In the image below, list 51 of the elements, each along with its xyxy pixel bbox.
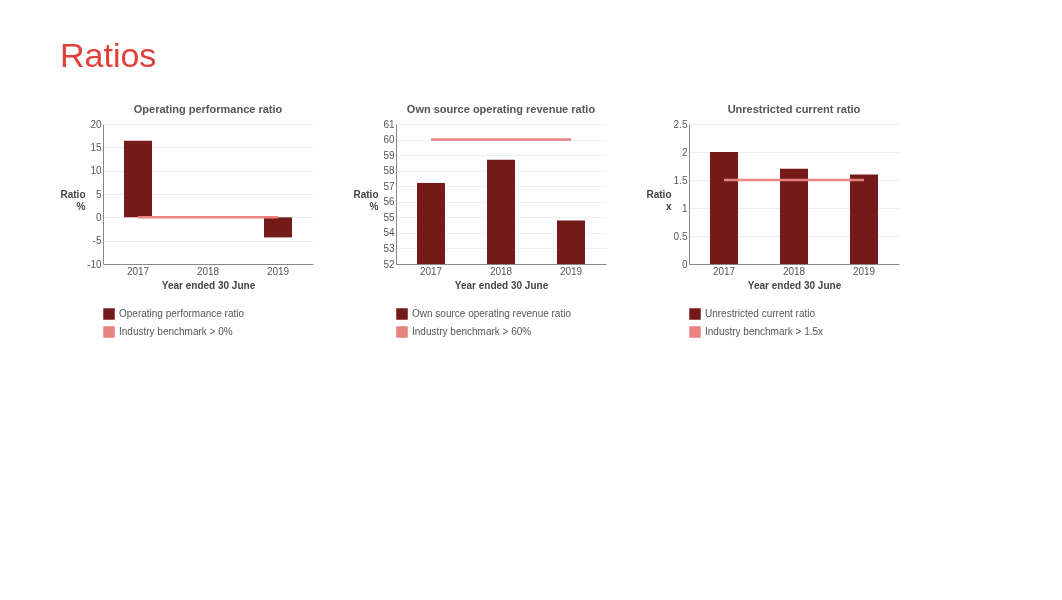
x-axis-title: Year ended 30 June (454, 279, 549, 291)
y-tick-label: -10 (87, 258, 102, 270)
legend-label: Operating performance ratio (119, 308, 245, 319)
y-tick-label: 57 (383, 180, 395, 192)
x-axis-title: Year ended 30 June (747, 279, 842, 291)
x-axis-title: Year ended 30 June (161, 279, 256, 291)
y-tick-label: 54 (383, 227, 395, 239)
x-tick-label: 2018 (782, 265, 806, 277)
chart-title: Unrestricted current ratio (727, 103, 861, 115)
legend-label: Industry benchmark > 1.5x (705, 326, 824, 337)
chart-title: Operating performance ratio (133, 103, 283, 115)
legend-label: Unrestricted current ratio (705, 308, 816, 319)
y-tick-label: 5 (95, 188, 102, 200)
y-tick-label: 55 (383, 211, 395, 223)
y-tick-label: 52 (383, 258, 395, 270)
legend-label: Industry benchmark > 0% (119, 326, 233, 337)
x-tick-label: 2017 (419, 265, 443, 277)
chart-title: Own source operating revenue ratio (406, 103, 596, 115)
y-tick-label: 61 (383, 118, 395, 130)
y-tick-label: 58 (383, 165, 395, 177)
y-axis-title: Ratio % (353, 188, 379, 212)
y-tick-label: 1.5 (673, 174, 688, 186)
y-tick-label: 20 (90, 118, 102, 130)
y-tick-label: -5 (92, 235, 102, 247)
bar (850, 174, 878, 264)
bar (710, 152, 738, 264)
x-tick-label: 2019 (266, 265, 290, 277)
y-tick-label: 0 (95, 211, 102, 223)
x-tick-label: 2019 (852, 265, 876, 277)
y-tick-label: 56 (383, 196, 395, 208)
y-tick-label: 1 (681, 202, 688, 214)
y-tick-label: 10 (90, 165, 102, 177)
bar (780, 168, 808, 264)
y-tick-label: 0.5 (673, 230, 688, 242)
y-tick-label: 2 (681, 146, 688, 158)
x-tick-label: 2019 (559, 265, 583, 277)
x-tick-label: 2018 (196, 265, 220, 277)
x-tick-label: 2017 (712, 265, 736, 277)
y-tick-label: 0 (681, 258, 688, 270)
y-tick-label: 53 (383, 242, 395, 254)
y-tick-label: 2.5 (673, 118, 688, 130)
x-tick-label: 2018 (489, 265, 513, 277)
x-tick-label: 2017 (126, 265, 150, 277)
legend-label: Industry benchmark > 60% (412, 326, 532, 337)
text: Ratios (60, 36, 157, 74)
y-tick-label: 15 (90, 141, 102, 153)
y-tick-label: 59 (383, 149, 395, 161)
y-axis-title: Ratio % (60, 188, 86, 212)
y-tick-label: 60 (383, 134, 395, 146)
legend-label: Own source operating revenue ratio (412, 308, 572, 319)
y-axis-title: Ratio x (646, 188, 672, 212)
